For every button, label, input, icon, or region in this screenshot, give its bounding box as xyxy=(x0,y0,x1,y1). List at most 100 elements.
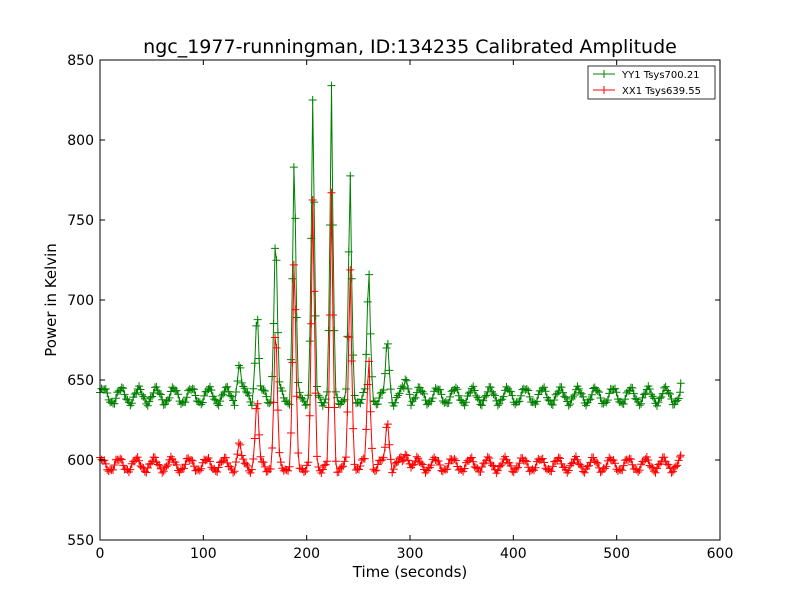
data-point-marker xyxy=(651,468,660,477)
data-point-marker xyxy=(255,354,264,363)
data-point-marker xyxy=(366,407,375,416)
data-point-marker xyxy=(483,452,492,461)
data-point-marker xyxy=(204,454,213,463)
data-point-marker xyxy=(155,461,164,470)
data-point-marker xyxy=(451,456,460,465)
data-point-marker xyxy=(580,468,589,477)
data-point-marker xyxy=(658,389,667,398)
data-point-marker xyxy=(272,256,281,265)
data-point-marker xyxy=(259,458,268,467)
data-point-marker xyxy=(676,452,685,461)
data-point-marker xyxy=(547,467,556,476)
data-point-marker xyxy=(284,466,293,475)
data-point-marker xyxy=(233,377,242,386)
data-point-marker xyxy=(655,394,664,403)
data-point-marker xyxy=(443,465,452,474)
data-point-marker xyxy=(101,384,110,393)
data-point-marker xyxy=(339,397,348,406)
x-tick-label: 600 xyxy=(707,546,734,562)
data-point-marker xyxy=(676,379,685,388)
data-point-marker xyxy=(556,454,565,463)
data-point-marker xyxy=(479,396,488,405)
data-point-marker xyxy=(567,459,576,468)
data-point-marker xyxy=(486,383,495,392)
data-point-marker xyxy=(266,465,275,474)
data-point-marker xyxy=(482,391,491,400)
data-point-marker xyxy=(579,392,588,401)
data-point-marker xyxy=(464,389,473,398)
data-point-marker xyxy=(571,452,580,461)
data-point-marker xyxy=(323,387,332,396)
data-point-marker xyxy=(320,461,329,470)
data-point-marker xyxy=(560,392,569,401)
data-point-marker xyxy=(116,454,125,463)
data-point-marker xyxy=(250,359,259,368)
data-point-marker xyxy=(639,390,648,399)
data-point-marker xyxy=(587,390,596,399)
data-point-marker xyxy=(315,393,324,402)
data-point-marker xyxy=(356,399,365,408)
data-point-marker xyxy=(489,461,498,470)
x-tick-label: 100 xyxy=(190,546,217,562)
data-point-marker xyxy=(674,456,683,465)
data-point-marker xyxy=(612,388,621,397)
data-point-marker xyxy=(276,458,285,467)
data-point-marker xyxy=(399,383,408,392)
data-point-marker xyxy=(412,452,421,461)
data-point-marker xyxy=(127,399,136,408)
series-yy1 xyxy=(96,81,685,410)
data-point-marker xyxy=(635,466,644,475)
data-point-marker xyxy=(593,459,602,468)
data-point-marker xyxy=(313,382,321,391)
data-point-marker xyxy=(386,455,395,464)
data-point-marker xyxy=(101,459,110,468)
data-point-marker xyxy=(289,163,298,172)
data-point-marker xyxy=(230,467,239,476)
data-point-marker xyxy=(308,95,317,104)
data-point-marker xyxy=(349,351,358,360)
data-point-marker xyxy=(379,453,388,462)
data-point-marker xyxy=(621,395,630,404)
data-point-marker xyxy=(460,464,469,473)
data-point-marker xyxy=(273,328,282,337)
data-point-marker xyxy=(216,397,225,406)
data-point-marker xyxy=(291,214,300,223)
data-point-marker xyxy=(570,390,579,399)
data-point-marker xyxy=(214,401,223,410)
data-point-marker xyxy=(531,463,540,472)
data-point-marker xyxy=(611,384,620,393)
data-point-marker xyxy=(383,339,392,348)
data-point-marker xyxy=(188,456,197,465)
data-point-marker xyxy=(362,425,371,434)
data-point-marker xyxy=(372,466,381,475)
data-point-marker xyxy=(363,380,372,389)
data-point-marker xyxy=(304,391,313,400)
x-tick-label: 300 xyxy=(397,546,424,562)
data-point-marker xyxy=(150,453,159,462)
data-point-marker xyxy=(155,389,164,398)
x-tick-label: 500 xyxy=(603,546,630,562)
data-point-marker xyxy=(221,453,230,462)
data-point-marker xyxy=(146,393,155,402)
data-point-marker xyxy=(467,453,476,462)
data-point-marker xyxy=(159,467,168,476)
data-point-marker xyxy=(260,462,269,471)
data-point-marker xyxy=(313,452,321,461)
data-point-marker xyxy=(334,467,343,476)
data-point-marker xyxy=(402,451,411,460)
data-point-marker xyxy=(305,337,314,346)
data-point-marker xyxy=(435,461,444,470)
data-point-marker xyxy=(619,400,628,409)
data-point-marker xyxy=(392,393,401,402)
data-point-marker xyxy=(576,388,585,397)
data-point-marker xyxy=(485,454,494,463)
data-point-marker xyxy=(237,378,246,387)
data-point-marker xyxy=(350,391,359,400)
data-point-marker xyxy=(522,457,531,466)
data-point-marker xyxy=(321,460,330,469)
data-point-marker xyxy=(268,372,277,381)
data-point-marker xyxy=(499,392,508,401)
data-point-marker xyxy=(469,382,478,391)
data-point-marker xyxy=(182,393,191,402)
data-point-marker xyxy=(522,385,531,394)
